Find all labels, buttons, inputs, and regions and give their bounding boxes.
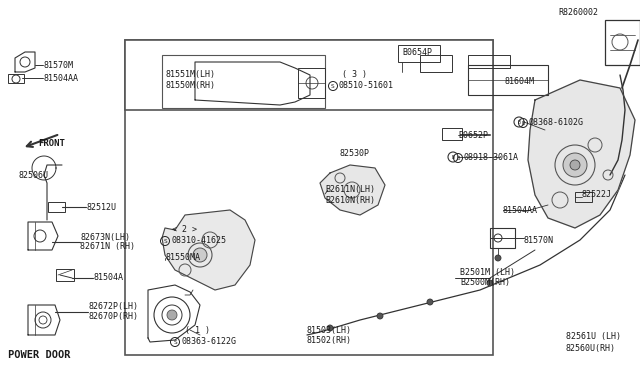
Bar bbox=[605, 20, 640, 65]
Text: 82512U: 82512U bbox=[86, 202, 116, 212]
Bar bbox=[468, 55, 510, 68]
Circle shape bbox=[427, 299, 433, 305]
Bar bbox=[56, 269, 74, 281]
Bar bbox=[442, 128, 462, 140]
Text: 81550M(RH): 81550M(RH) bbox=[165, 80, 215, 90]
Bar bbox=[468, 65, 548, 95]
Circle shape bbox=[327, 325, 333, 331]
Text: ( 1 ): ( 1 ) bbox=[185, 326, 210, 334]
Text: 81550MA: 81550MA bbox=[165, 253, 200, 263]
Text: 08368-6102G: 08368-6102G bbox=[529, 118, 584, 126]
Text: ( 3 ): ( 3 ) bbox=[342, 70, 367, 78]
Text: B2610N(RH): B2610N(RH) bbox=[325, 196, 375, 205]
Text: B2611N(LH): B2611N(LH) bbox=[325, 185, 375, 193]
Text: B: B bbox=[518, 119, 520, 125]
Text: 81504AA: 81504AA bbox=[43, 74, 78, 83]
Text: < 2 >: < 2 > bbox=[172, 224, 197, 234]
Bar bbox=[298, 68, 325, 98]
Text: 08310-41625: 08310-41625 bbox=[171, 235, 226, 244]
Text: 08918-3061A: 08918-3061A bbox=[464, 153, 519, 161]
Text: 82672P(LH): 82672P(LH) bbox=[88, 302, 138, 311]
Text: 82506U: 82506U bbox=[18, 170, 48, 180]
Text: B: B bbox=[456, 155, 460, 160]
Bar bbox=[125, 40, 493, 355]
Text: B0654P: B0654P bbox=[402, 48, 432, 57]
Text: S: S bbox=[163, 238, 167, 244]
Text: 81502(RH): 81502(RH) bbox=[307, 337, 352, 346]
Text: 82670P(RH): 82670P(RH) bbox=[88, 312, 138, 321]
Text: 82673N(LH): 82673N(LH) bbox=[80, 232, 130, 241]
Text: 82522J: 82522J bbox=[582, 189, 612, 199]
Circle shape bbox=[570, 160, 580, 170]
Circle shape bbox=[563, 153, 587, 177]
Polygon shape bbox=[528, 80, 635, 228]
Text: B0652P: B0652P bbox=[458, 131, 488, 140]
Polygon shape bbox=[320, 165, 385, 215]
Bar bbox=[490, 228, 515, 248]
Bar bbox=[8, 74, 24, 83]
Text: 08510-51601: 08510-51601 bbox=[339, 80, 394, 90]
Text: 81570M: 81570M bbox=[43, 61, 73, 70]
Text: S: S bbox=[173, 340, 177, 344]
Bar bbox=[48, 202, 65, 212]
Text: 82530P: 82530P bbox=[340, 148, 370, 157]
Text: 81504AA: 81504AA bbox=[503, 205, 538, 215]
Polygon shape bbox=[162, 210, 255, 290]
Text: 81570N: 81570N bbox=[524, 235, 554, 244]
Bar bbox=[420, 55, 452, 72]
Text: 82560U(RH): 82560U(RH) bbox=[566, 343, 616, 353]
Text: S: S bbox=[331, 83, 335, 89]
Bar bbox=[398, 45, 440, 62]
Text: FRONT: FRONT bbox=[38, 138, 65, 148]
Circle shape bbox=[377, 313, 383, 319]
Bar bbox=[162, 55, 325, 108]
Text: 82671N (RH): 82671N (RH) bbox=[80, 243, 135, 251]
Text: R8260002: R8260002 bbox=[558, 7, 598, 16]
Circle shape bbox=[487, 280, 493, 286]
Text: 81604M: 81604M bbox=[505, 77, 535, 86]
Bar bbox=[575, 192, 592, 202]
Circle shape bbox=[495, 255, 501, 261]
Text: B2500M(RH): B2500M(RH) bbox=[460, 279, 510, 288]
Text: 08363-6122G: 08363-6122G bbox=[181, 337, 236, 346]
Text: B2501M (LH): B2501M (LH) bbox=[460, 267, 515, 276]
Circle shape bbox=[193, 248, 207, 262]
Text: B: B bbox=[522, 121, 525, 125]
Text: 81503(LH): 81503(LH) bbox=[307, 326, 352, 334]
Bar bbox=[125, 40, 493, 110]
Text: 82561U (LH): 82561U (LH) bbox=[566, 333, 621, 341]
Text: 81504A: 81504A bbox=[93, 273, 123, 282]
Text: B: B bbox=[452, 154, 454, 160]
Circle shape bbox=[167, 310, 177, 320]
Text: POWER DOOR: POWER DOOR bbox=[8, 350, 70, 360]
Text: 81551M(LH): 81551M(LH) bbox=[165, 70, 215, 78]
